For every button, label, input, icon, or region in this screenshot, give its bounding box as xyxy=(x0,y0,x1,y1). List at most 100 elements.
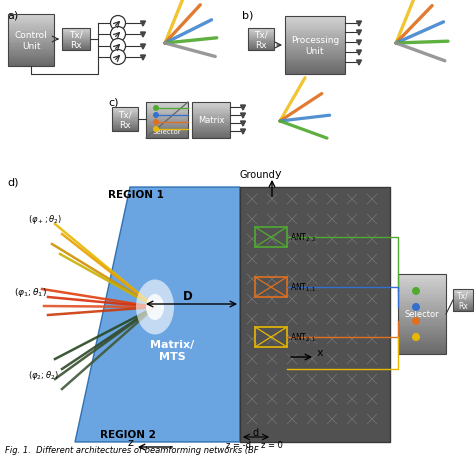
Bar xyxy=(398,277,446,280)
Circle shape xyxy=(153,127,159,133)
Bar xyxy=(248,48,274,49)
Bar xyxy=(146,114,188,115)
Bar xyxy=(453,301,473,302)
Bar xyxy=(192,110,230,111)
Bar xyxy=(285,21,345,23)
Bar xyxy=(453,311,473,312)
Bar xyxy=(112,125,138,126)
Bar xyxy=(8,55,54,57)
Bar xyxy=(112,131,138,132)
Circle shape xyxy=(153,120,159,126)
Bar xyxy=(285,71,345,73)
Bar xyxy=(453,303,473,304)
Bar xyxy=(453,308,473,309)
Circle shape xyxy=(412,333,420,341)
Bar xyxy=(112,115,138,116)
Bar xyxy=(285,36,345,39)
Bar xyxy=(146,115,188,116)
Bar xyxy=(112,114,138,116)
Bar xyxy=(146,135,188,137)
Bar xyxy=(62,41,90,43)
Bar xyxy=(453,309,473,310)
Bar xyxy=(453,295,473,297)
Bar xyxy=(8,65,54,67)
Bar xyxy=(112,111,138,112)
Bar xyxy=(248,44,274,45)
Bar xyxy=(398,298,446,302)
Bar xyxy=(285,52,345,54)
Bar xyxy=(112,119,138,120)
Bar xyxy=(398,288,446,291)
Circle shape xyxy=(153,113,159,119)
Bar xyxy=(8,56,54,59)
Circle shape xyxy=(110,51,126,66)
Bar xyxy=(285,32,345,35)
Bar xyxy=(62,40,90,41)
Bar xyxy=(146,112,188,114)
Bar xyxy=(398,338,446,341)
Bar xyxy=(398,349,446,352)
Bar xyxy=(146,128,188,130)
Bar xyxy=(192,124,230,126)
Polygon shape xyxy=(140,56,146,61)
Bar xyxy=(146,111,188,113)
Bar xyxy=(248,41,274,43)
Text: b): b) xyxy=(242,10,254,20)
Bar xyxy=(146,134,188,136)
Bar xyxy=(248,45,274,46)
Bar xyxy=(112,116,138,118)
Bar xyxy=(62,34,90,35)
Bar xyxy=(285,26,345,29)
Bar xyxy=(285,42,345,45)
Bar xyxy=(248,50,274,51)
Bar xyxy=(146,103,188,105)
Bar xyxy=(398,317,446,320)
Bar xyxy=(192,129,230,131)
Bar xyxy=(453,289,473,311)
Bar xyxy=(398,325,446,328)
Polygon shape xyxy=(356,22,362,27)
Bar xyxy=(192,130,230,132)
Bar xyxy=(62,50,90,51)
Bar xyxy=(453,300,473,302)
Polygon shape xyxy=(356,61,362,66)
Bar xyxy=(146,129,188,131)
Bar xyxy=(146,131,188,133)
Polygon shape xyxy=(140,22,146,27)
Bar xyxy=(192,104,230,106)
Text: Tx/
Rx: Tx/ Rx xyxy=(69,30,83,50)
Bar xyxy=(248,46,274,47)
Text: c): c) xyxy=(108,98,118,108)
Bar xyxy=(248,49,274,50)
Bar xyxy=(248,46,274,48)
Bar xyxy=(248,31,274,32)
Bar xyxy=(248,33,274,34)
Bar xyxy=(8,30,54,33)
Bar xyxy=(112,121,138,123)
Bar xyxy=(62,45,90,46)
Bar xyxy=(62,47,90,49)
Circle shape xyxy=(412,303,420,311)
Text: z: z xyxy=(128,437,134,447)
Bar xyxy=(248,29,274,51)
Bar xyxy=(192,118,230,120)
Bar xyxy=(398,352,446,355)
Bar xyxy=(285,56,345,58)
Bar xyxy=(146,120,188,121)
Bar xyxy=(285,17,345,75)
Text: Processing
Unit: Processing Unit xyxy=(291,36,339,56)
Bar xyxy=(112,109,138,110)
Bar xyxy=(112,124,138,125)
Bar xyxy=(398,274,446,354)
Text: Selector: Selector xyxy=(405,310,439,319)
Bar xyxy=(248,33,274,35)
Bar xyxy=(112,127,138,128)
Bar xyxy=(453,310,473,311)
Bar xyxy=(398,333,446,336)
Text: a): a) xyxy=(7,10,18,20)
Bar xyxy=(62,39,90,40)
Bar xyxy=(62,33,90,35)
Text: Fig. 1.  Different architectures of beamforming networks (BF: Fig. 1. Different architectures of beamf… xyxy=(5,445,259,454)
Bar xyxy=(192,122,230,124)
Bar xyxy=(8,25,54,28)
